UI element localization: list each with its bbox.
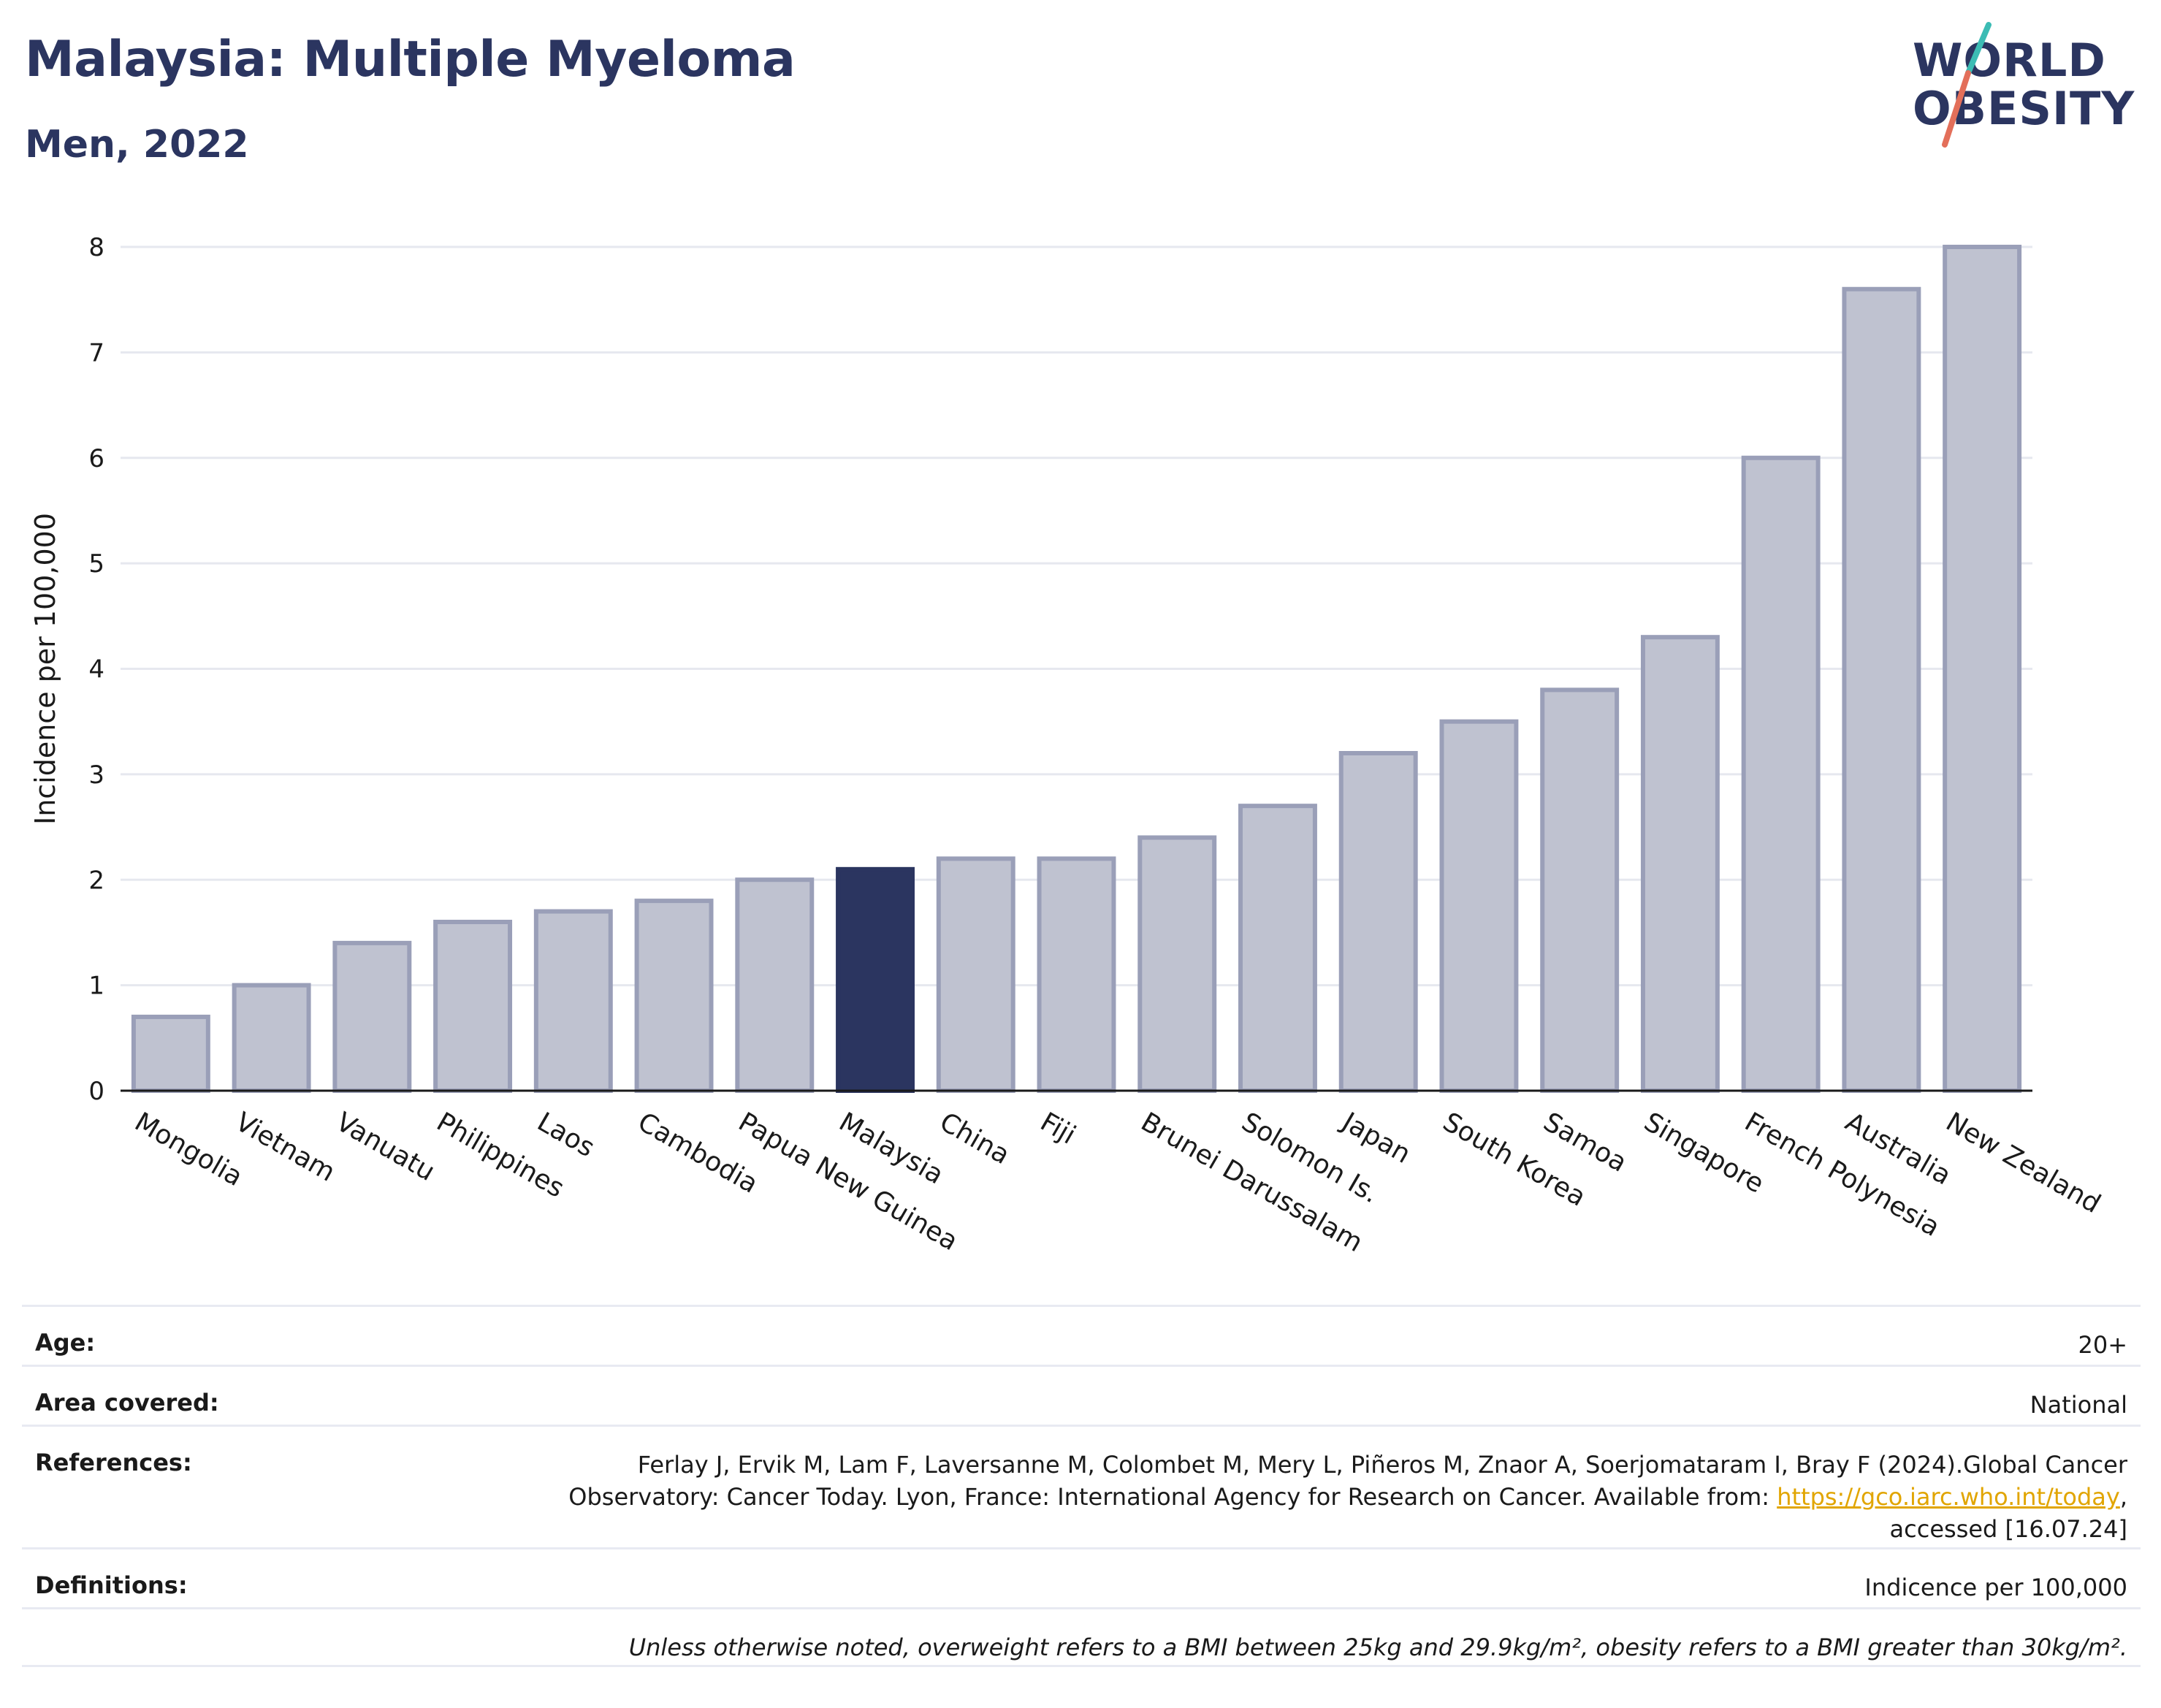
y-tick-label: 3 <box>88 760 104 790</box>
area-label: Area covered: <box>35 1389 219 1417</box>
x-tick-label: Vietnam <box>230 1107 340 1188</box>
bar-australia <box>1842 286 1921 1093</box>
bar-cambodia <box>634 899 714 1093</box>
x-tick-label: China <box>934 1107 1015 1170</box>
y-tick-label: 6 <box>88 444 104 473</box>
reference-line-2: Observatory: Cancer Today. Lyon, France:… <box>568 1483 1777 1511</box>
bar-chart: 0 1 2 3 4 5 6 7 8 MongoliaVietnamVanuatuPhilippi… <box>29 233 2105 1258</box>
x-tick-label: Fiji <box>1035 1107 1080 1151</box>
references-label: References: <box>35 1449 192 1476</box>
meta-row-age: Age: 20+ <box>22 1305 2141 1365</box>
references-value: Ferlay J, Ervik M, Lam F, Laversanne M, … <box>568 1427 2127 1547</box>
bar-fiji <box>1037 856 1116 1093</box>
age-label: Age: <box>35 1329 96 1357</box>
area-value: National <box>2029 1391 2127 1419</box>
bar-samoa <box>1540 687 1620 1093</box>
y-tick-label: 2 <box>88 866 104 895</box>
bar-vanuatu <box>332 940 412 1093</box>
bmi-note: Unless otherwise noted, overweight refer… <box>628 1633 2127 1661</box>
x-tick-label: Mongolia <box>129 1107 248 1192</box>
bar-philippines <box>433 920 513 1093</box>
meta-row-note: Unless otherwise noted, overweight refer… <box>22 1607 2141 1667</box>
bar-china <box>936 856 1015 1093</box>
y-tick-label: 4 <box>88 655 104 685</box>
definitions-value: Indicence per 100,000 <box>1864 1574 2127 1601</box>
y-tick-label: 5 <box>88 549 104 579</box>
bar-malaysia <box>836 866 915 1093</box>
y-tick-label: 1 <box>88 972 104 1001</box>
age-value: 20+ <box>2078 1331 2127 1359</box>
bar-singapore <box>1640 635 1720 1093</box>
x-tick-label: Japan <box>1335 1106 1415 1170</box>
bar-papua-new-guinea <box>735 877 815 1093</box>
reference-comma: , <box>2119 1483 2127 1511</box>
bars <box>131 245 2022 1093</box>
bar-brunei-darussalam <box>1137 835 1217 1093</box>
bar-french-polynesia <box>1741 455 1821 1093</box>
reference-line-1: Ferlay J, Ervik M, Lam F, Laversanne M, … <box>637 1451 2127 1479</box>
chart-title: Malaysia: Multiple Myeloma <box>25 31 796 88</box>
meta-row-references: References: Ferlay J, Ervik M, Lam F, La… <box>22 1425 2141 1547</box>
y-tick-label: 7 <box>88 338 104 367</box>
world-obesity-logo: WORLD OBESITY <box>1907 22 2141 153</box>
meta-row-area: Area covered: National <box>22 1365 2141 1425</box>
bar-solomon-is <box>1238 804 1317 1093</box>
bar-japan <box>1338 751 1418 1093</box>
logo-line-1: WORLD <box>1913 34 2106 87</box>
definitions-label: Definitions: <box>35 1571 188 1599</box>
y-tick-labels: 0 1 2 3 4 5 6 7 8 <box>88 233 104 1106</box>
x-tick-label: Laos <box>532 1107 599 1163</box>
x-tick-label: New Zealand <box>1941 1107 2105 1219</box>
meta-row-definitions: Definitions: Indicence per 100,000 <box>22 1547 2141 1607</box>
chart-subtitle: Men, 2022 <box>25 123 249 167</box>
metadata-table: Age: 20+ Area covered: National Referenc… <box>22 1305 2141 1667</box>
reference-link[interactable]: https://gco.iarc.who.int/today <box>1777 1483 2120 1511</box>
y-tick-label: 8 <box>88 233 104 262</box>
y-axis-label: Incidence per 100,000 <box>29 513 61 825</box>
logo-slash-icon <box>1942 22 1992 148</box>
bar-new-zealand <box>1943 245 2022 1093</box>
bar-vietnam <box>232 983 311 1093</box>
x-tick-label: Vanuatu <box>331 1107 440 1187</box>
reference-line-3: accessed [16.07.24] <box>1889 1515 2127 1543</box>
y-tick-label: 0 <box>88 1077 104 1106</box>
bar-mongolia <box>131 1014 210 1093</box>
bar-south-korea <box>1439 719 1519 1093</box>
bar-laos <box>533 909 613 1093</box>
